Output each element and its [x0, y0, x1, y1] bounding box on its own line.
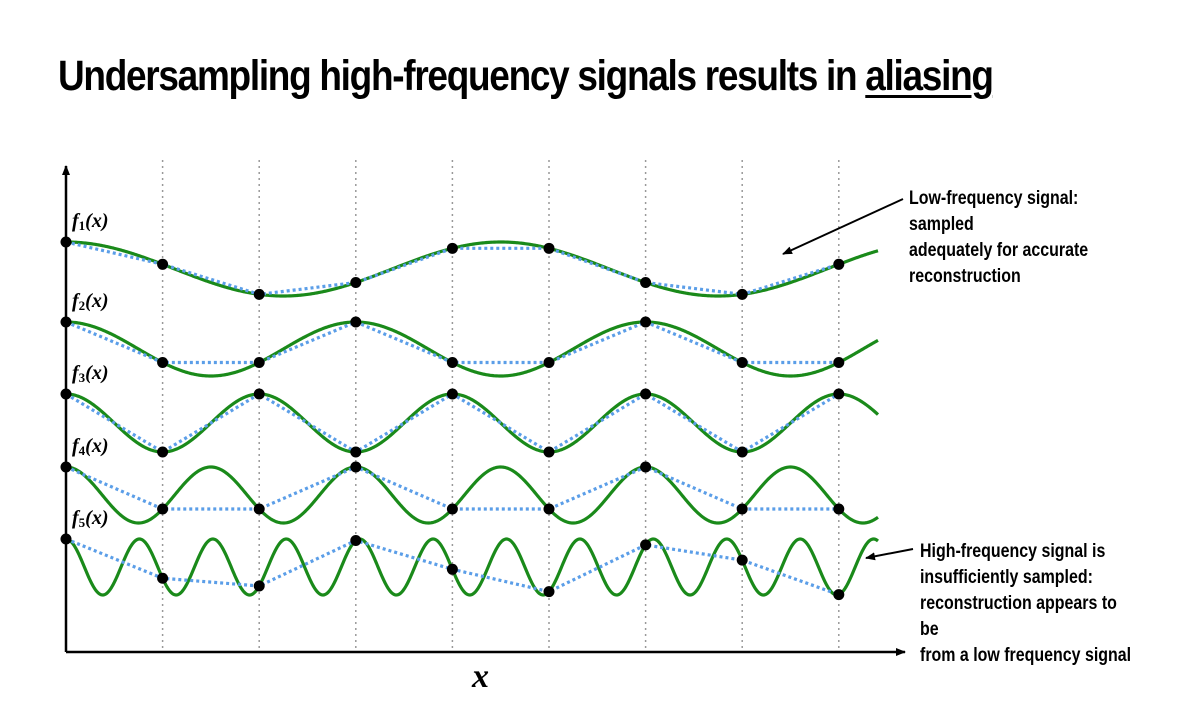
sample-point [833, 589, 845, 601]
signal-label-subscript: 5 [79, 515, 86, 530]
annotation-low-frequency: Low-frequency signal: sampled adequately… [909, 188, 1089, 287]
annotation-high-frequency: High-frequency signal is insufficiently … [920, 541, 1132, 666]
sample-point [833, 357, 845, 368]
sample-point [446, 357, 458, 368]
signal-label-name: f [72, 435, 81, 457]
sample-point [446, 563, 458, 575]
annotation-arrow-high [865, 548, 914, 561]
sample-point [736, 554, 748, 566]
signal-label-subscript: 2 [79, 298, 86, 313]
signal-label-arg: (x) [85, 290, 108, 312]
sample-point [253, 357, 265, 368]
signal-label-subscript: 3 [79, 370, 86, 385]
sample-point [640, 277, 652, 288]
signal-label-arg: (x) [85, 210, 108, 232]
signal-label-name: f [72, 210, 81, 232]
sample-point [253, 503, 265, 515]
sample-point [446, 503, 458, 515]
signal-curve [65, 320, 879, 378]
sample-point [60, 236, 72, 248]
sample-point [60, 316, 72, 328]
sample-point [157, 572, 169, 584]
sample-point [736, 446, 748, 458]
reconstruction-line [65, 465, 839, 511]
sample-point [543, 586, 555, 598]
signal-curve [65, 537, 879, 597]
sample-point [640, 461, 652, 473]
sample-point [446, 242, 458, 254]
signal-label: f5(x) [72, 507, 109, 530]
signal-label: f3(x) [72, 362, 109, 385]
signal-2 [60, 316, 879, 378]
signal-label-name: f [72, 362, 81, 384]
sample-point [253, 288, 265, 300]
signal-label: f4(x) [72, 435, 109, 458]
signal-label-subscript: 4 [79, 443, 86, 458]
sample-point [350, 316, 362, 328]
sample-point [157, 258, 169, 270]
sample-point [640, 539, 652, 551]
sample-point [736, 357, 748, 368]
sample-point [543, 242, 555, 254]
sample-point [640, 388, 652, 400]
sample-point [736, 503, 748, 515]
signal-label-subscript: 1 [79, 218, 86, 233]
sample-point [157, 357, 169, 368]
sample-point [157, 446, 169, 458]
signal-4 [60, 461, 879, 525]
signal-5 [60, 533, 879, 601]
sample-point [833, 388, 845, 400]
sample-point [543, 503, 555, 515]
signal-label-arg: (x) [85, 507, 108, 529]
slide-title: Undersampling high-frequency signals res… [58, 52, 994, 101]
sample-point [640, 316, 652, 328]
signal-label: f1(x) [72, 210, 109, 233]
sample-point [833, 258, 845, 270]
reconstruction-line [65, 240, 840, 297]
signal-1 [60, 236, 879, 300]
sample-point [446, 388, 458, 400]
sample-point [350, 277, 362, 288]
sample-point [253, 580, 265, 592]
sample-point [350, 461, 362, 473]
title-text: Undersampling high-frequency signals res… [58, 52, 866, 100]
annotation-arrow-low [782, 198, 904, 255]
sample-point [736, 288, 748, 300]
sample-point [60, 461, 72, 473]
sample-point [350, 535, 362, 547]
x-axis-label: x [471, 658, 489, 695]
sample-point [350, 446, 362, 458]
title-emphasis: aliasing [865, 52, 994, 100]
sample-point [60, 533, 72, 545]
signal-3 [60, 388, 880, 458]
signal-curve [65, 465, 879, 525]
signal-labels: f1(x)f2(x)f3(x)f4(x)f5(x) [72, 210, 109, 530]
signal-label: f2(x) [72, 290, 109, 313]
signal-label-name: f [72, 507, 81, 529]
sample-point [833, 503, 845, 515]
signal-label-arg: (x) [85, 362, 108, 384]
sample-point [253, 388, 265, 400]
signal-curve [66, 240, 879, 298]
sample-point [543, 446, 555, 458]
sample-point [60, 388, 72, 400]
sample-point [157, 503, 169, 515]
sample-point [543, 357, 555, 368]
signal-label-name: f [72, 290, 81, 312]
signals [60, 236, 880, 601]
signal-label-arg: (x) [85, 435, 108, 457]
